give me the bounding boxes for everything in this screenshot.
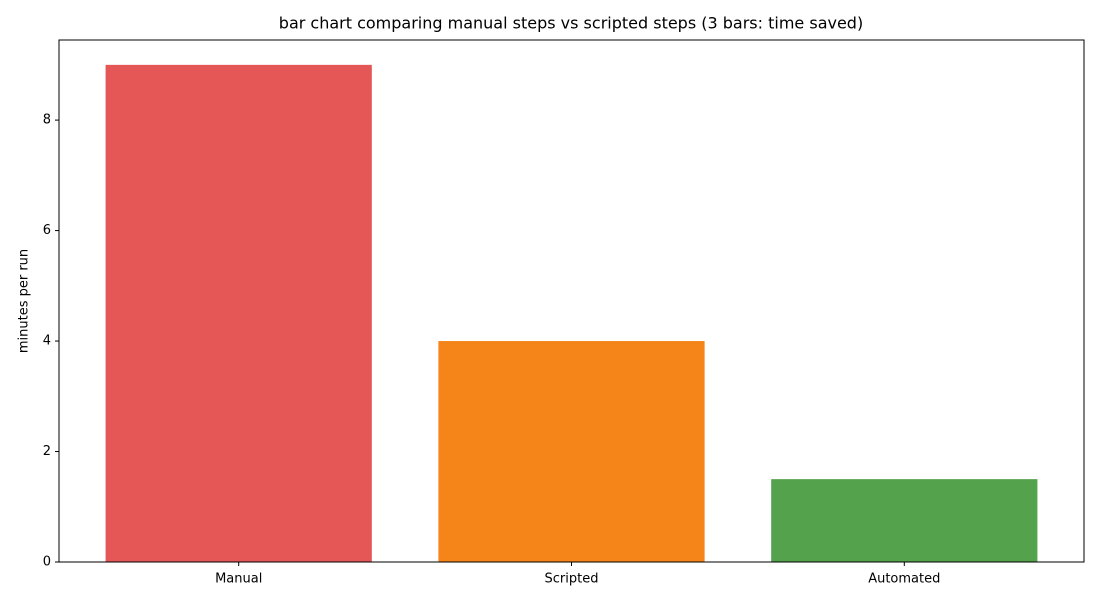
y-tick-label: 0 <box>43 555 51 570</box>
y-axis-label: minutes per run <box>17 249 32 353</box>
bar <box>771 479 1038 562</box>
bar <box>105 64 372 562</box>
chart-title: bar chart comparing manual steps vs scri… <box>279 14 863 33</box>
y-tick-label: 4 <box>43 334 51 349</box>
x-tick-label: Automated <box>868 572 940 587</box>
plot-frame <box>58 39 1085 563</box>
y-tick-label: 6 <box>43 223 51 238</box>
bar <box>438 341 705 562</box>
x-tick-label: Scripted <box>545 572 599 587</box>
y-tick-label: 8 <box>43 113 51 128</box>
y-tick-label: 2 <box>43 444 51 459</box>
x-tick-label: Manual <box>215 572 262 587</box>
